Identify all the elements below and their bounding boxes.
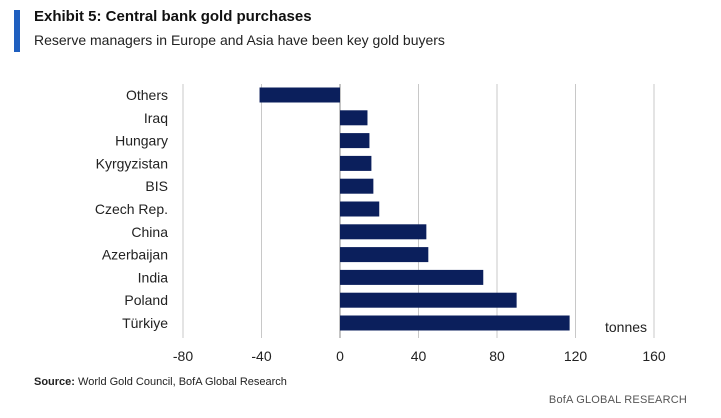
bar-others xyxy=(259,87,340,103)
source-label: Source: xyxy=(34,376,75,388)
bar-india xyxy=(340,269,484,285)
bar-china xyxy=(340,224,427,240)
x-tick-labels: -80 -40 0 40 80 120 160 xyxy=(173,348,666,364)
bar-hungary xyxy=(340,133,370,149)
brand-label: BofA GLOBAL RESEARCH xyxy=(548,394,687,406)
bar-kyrgyzistan xyxy=(340,155,372,171)
category-label: BIS xyxy=(145,178,168,194)
title-accent-bar xyxy=(14,10,20,52)
source-text: World Gold Council, BofA Global Research xyxy=(78,376,287,388)
chart-subtitle: Reserve managers in Europe and Asia have… xyxy=(34,32,445,48)
chart-title: Exhibit 5: Central bank gold purchases xyxy=(34,8,312,25)
bar-poland xyxy=(340,292,517,308)
category-label: Türkiye xyxy=(122,315,168,331)
source-note: Source: World Gold Council, BofA Global … xyxy=(34,376,287,388)
x-tick-label: 0 xyxy=(336,348,344,364)
x-tick-label: 120 xyxy=(564,348,588,364)
bars xyxy=(259,87,570,331)
category-label: Others xyxy=(126,87,168,103)
x-tick-label: -40 xyxy=(251,348,271,364)
bar-bis xyxy=(340,178,374,194)
category-label: Iraq xyxy=(144,110,168,126)
x-tick-label: -80 xyxy=(173,348,193,364)
x-tick-label: 160 xyxy=(642,348,666,364)
category-label: Hungary xyxy=(115,133,168,149)
bar-czech-rep xyxy=(340,201,380,217)
category-label: Poland xyxy=(124,292,168,308)
category-labels: Others Iraq Hungary Kyrgyzistan BIS Czech Rep… xyxy=(95,87,168,331)
category-label: India xyxy=(138,269,169,285)
category-label: Azerbaijan xyxy=(102,247,168,263)
x-tick-label: 80 xyxy=(489,348,505,364)
bar-iraq xyxy=(340,110,368,126)
unit-label: tonnes xyxy=(605,319,647,335)
category-label: China xyxy=(131,224,168,240)
category-label: Kyrgyzistan xyxy=(96,155,168,171)
bar-t-rkiye xyxy=(340,315,570,331)
bar-azerbaijan xyxy=(340,247,429,263)
x-tick-label: 40 xyxy=(411,348,427,364)
category-label: Czech Rep. xyxy=(95,201,168,217)
